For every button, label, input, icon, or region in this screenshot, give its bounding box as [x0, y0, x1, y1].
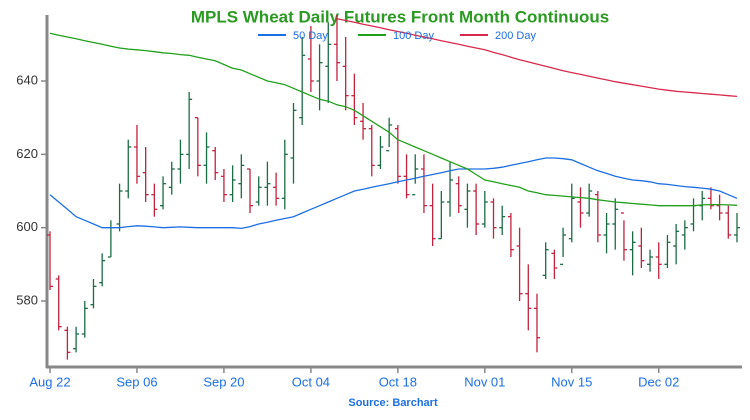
x-tick-label: Dec 02	[638, 374, 679, 389]
x-tick-label: Sep 20	[203, 374, 244, 389]
x-tick-label: Nov 15	[551, 374, 592, 389]
source-note: Source: Barchart	[348, 397, 438, 409]
legend-label: 100 Day	[393, 30, 434, 42]
y-tick-label: 620	[16, 146, 38, 161]
legend-label: 200 Day	[495, 30, 536, 42]
chart-title: MPLS Wheat Daily Futures Front Month Con…	[191, 7, 609, 26]
moving-average-line	[49, 157, 738, 230]
y-tick-label: 600	[16, 219, 38, 234]
x-tick-label: Aug 22	[29, 374, 70, 389]
moving-average-line	[336, 18, 738, 98]
x-tick-label: Nov 01	[464, 374, 505, 389]
x-tick-label: Sep 06	[116, 374, 157, 389]
legend-label: 50 Day	[293, 30, 328, 42]
y-tick-label: 580	[16, 292, 38, 307]
x-tick-label: Oct 18	[379, 374, 417, 389]
y-tick-label: 640	[16, 72, 38, 87]
moving-average-line	[49, 32, 738, 207]
x-tick-label: Oct 04	[292, 374, 330, 389]
